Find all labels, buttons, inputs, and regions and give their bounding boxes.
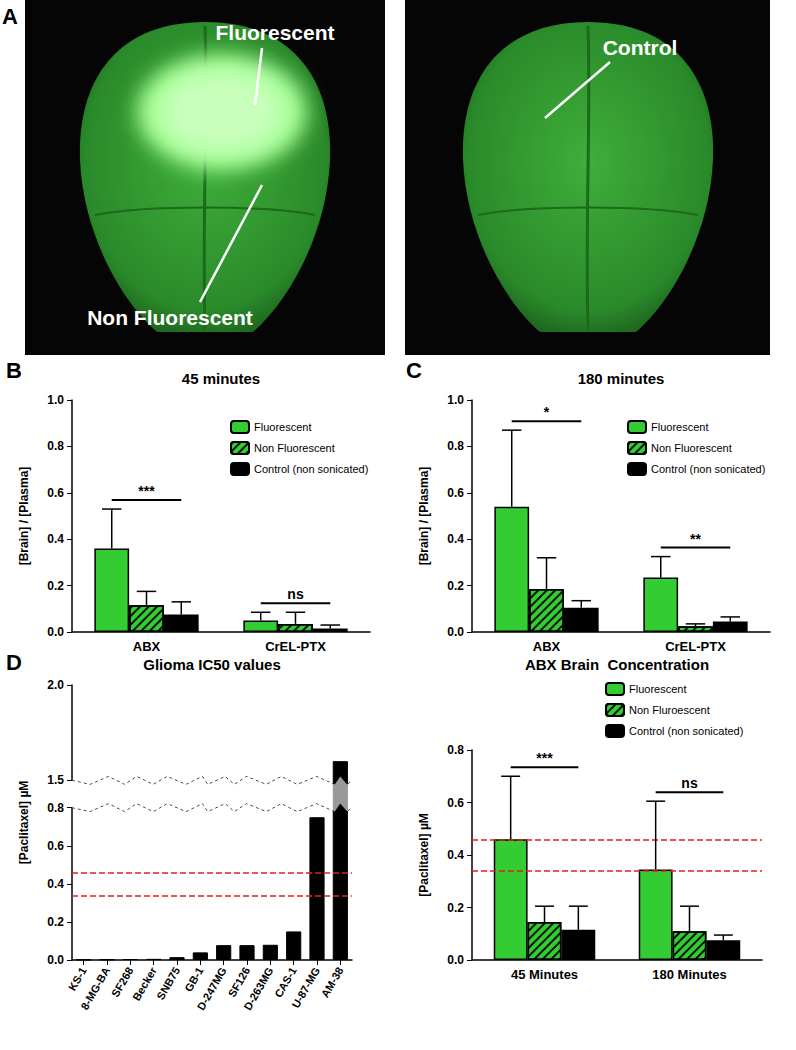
svg-text:CAS-1: CAS-1 [272, 965, 299, 1000]
svg-text:0.4: 0.4 [447, 848, 464, 862]
svg-text:ABX: ABX [133, 639, 161, 654]
svg-text:[Paclitaxel] µM: [Paclitaxel] µM [17, 781, 31, 865]
svg-text:0.8: 0.8 [47, 439, 64, 453]
svg-text:***: *** [138, 483, 155, 499]
svg-text:CrEL-PTX: CrEL-PTX [665, 639, 726, 654]
svg-text:Control: Control [603, 36, 678, 59]
svg-text:SNB75: SNB75 [154, 965, 182, 1002]
svg-text:Fluorescent: Fluorescent [629, 683, 686, 695]
svg-text:D: D [6, 650, 22, 675]
svg-text:*: * [544, 404, 550, 420]
svg-text:0.4: 0.4 [47, 877, 64, 891]
svg-text:[Paclitaxel] µM: [Paclitaxel] µM [417, 813, 431, 897]
svg-text:Non Fluorescent: Non Fluorescent [651, 442, 732, 454]
svg-text:B: B [6, 358, 22, 383]
svg-text:SF126: SF126 [225, 965, 253, 999]
svg-text:Fluorescent: Fluorescent [254, 421, 311, 433]
svg-text:A: A [2, 4, 18, 29]
svg-text:GB-1: GB-1 [182, 965, 206, 994]
svg-text:**: ** [690, 531, 701, 547]
svg-text:0.0: 0.0 [447, 625, 464, 639]
svg-text:Fluorescent: Fluorescent [651, 421, 708, 433]
svg-text:8-MG-BA: 8-MG-BA [78, 965, 112, 1012]
svg-text:D-247MG: D-247MG [195, 965, 229, 1012]
svg-text:ABX Brain Concentration: ABX Brain Concentration [525, 656, 709, 673]
svg-text:Control (non sonicated): Control (non sonicated) [254, 463, 368, 475]
svg-text:0.6: 0.6 [47, 839, 64, 853]
svg-text:0.4: 0.4 [447, 532, 464, 546]
svg-text:[Brain] / [Plasma]: [Brain] / [Plasma] [17, 467, 31, 566]
svg-text:45 minutes: 45 minutes [182, 370, 260, 387]
svg-text:[Brain] / [Plasma]: [Brain] / [Plasma] [417, 467, 431, 566]
svg-text:180 minutes: 180 minutes [578, 370, 665, 387]
svg-text:0.6: 0.6 [47, 486, 64, 500]
svg-text:0.8: 0.8 [447, 439, 464, 453]
svg-text:0.2: 0.2 [447, 579, 464, 593]
svg-text:C: C [406, 358, 422, 383]
svg-text:Non Fluorescent: Non Fluorescent [87, 306, 253, 329]
svg-text:D-263MG: D-263MG [241, 965, 275, 1012]
svg-text:KS-1: KS-1 [66, 965, 89, 993]
svg-text:0.0: 0.0 [447, 953, 464, 967]
svg-text:1.5: 1.5 [47, 773, 64, 787]
svg-text:180 Minutes: 180 Minutes [652, 967, 726, 982]
svg-text:0.2: 0.2 [47, 579, 64, 593]
svg-text:U-87-MG: U-87-MG [289, 965, 322, 1010]
svg-text:ns: ns [681, 775, 698, 791]
svg-text:1.0: 1.0 [447, 393, 464, 407]
svg-text:2.0: 2.0 [47, 678, 64, 692]
svg-text:0.6: 0.6 [447, 486, 464, 500]
svg-text:0.8: 0.8 [47, 801, 64, 815]
svg-text:Fluorescent: Fluorescent [215, 21, 334, 44]
svg-text:Non Fluorescent: Non Fluorescent [254, 442, 335, 454]
svg-text:ABX: ABX [533, 639, 561, 654]
svg-text:1.0: 1.0 [47, 393, 64, 407]
svg-text:SF268: SF268 [108, 965, 136, 999]
svg-text:Control (non sonicated): Control (non sonicated) [629, 725, 743, 737]
svg-text:0.2: 0.2 [447, 901, 464, 915]
svg-text:AM-38: AM-38 [319, 965, 346, 1000]
svg-text:Control (non sonicated): Control (non sonicated) [651, 463, 765, 475]
svg-text:0.6: 0.6 [447, 796, 464, 810]
svg-text:ns: ns [287, 586, 304, 602]
svg-text:0.0: 0.0 [47, 953, 64, 967]
svg-text:Becker: Becker [130, 965, 159, 1003]
svg-text:0.8: 0.8 [447, 743, 464, 757]
svg-text:Non Fluroescent: Non Fluroescent [629, 704, 710, 716]
svg-text:0.2: 0.2 [47, 915, 64, 929]
svg-text:45 Minutes: 45 Minutes [511, 967, 578, 982]
svg-text:0.4: 0.4 [47, 532, 64, 546]
svg-text:0.0: 0.0 [47, 625, 64, 639]
svg-text:CrEL-PTX: CrEL-PTX [265, 639, 326, 654]
svg-text:Glioma IC50 values: Glioma IC50 values [143, 656, 281, 673]
svg-text:***: *** [536, 750, 553, 766]
